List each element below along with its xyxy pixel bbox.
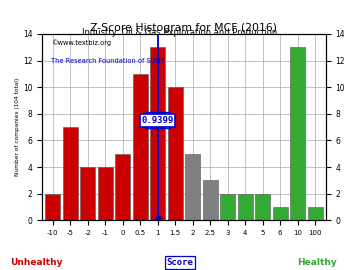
Bar — [168, 87, 183, 220]
Bar — [133, 74, 148, 220]
Bar — [63, 127, 77, 220]
Bar — [203, 180, 217, 220]
Text: 0.9399: 0.9399 — [141, 116, 174, 125]
Text: ©www.textbiz.org: ©www.textbiz.org — [51, 39, 111, 46]
Title: Z-Score Histogram for MCF (2016): Z-Score Histogram for MCF (2016) — [90, 23, 278, 33]
Bar — [45, 194, 60, 220]
Bar — [185, 154, 200, 220]
Text: Healthy: Healthy — [297, 258, 337, 267]
Bar — [308, 207, 323, 220]
Bar — [238, 194, 253, 220]
Text: Unhealthy: Unhealthy — [10, 258, 62, 267]
Bar — [290, 47, 305, 220]
Text: Industry: Oil & Gas Exploration and Production: Industry: Oil & Gas Exploration and Prod… — [82, 28, 278, 37]
Bar — [220, 194, 235, 220]
Bar — [80, 167, 95, 220]
Bar — [115, 154, 130, 220]
Bar — [273, 207, 288, 220]
Text: Score: Score — [167, 258, 193, 267]
Text: The Research Foundation of SUNY: The Research Foundation of SUNY — [51, 58, 164, 64]
Bar — [255, 194, 270, 220]
Bar — [98, 167, 113, 220]
Bar — [150, 47, 165, 220]
Y-axis label: Number of companies (104 total): Number of companies (104 total) — [15, 78, 20, 176]
